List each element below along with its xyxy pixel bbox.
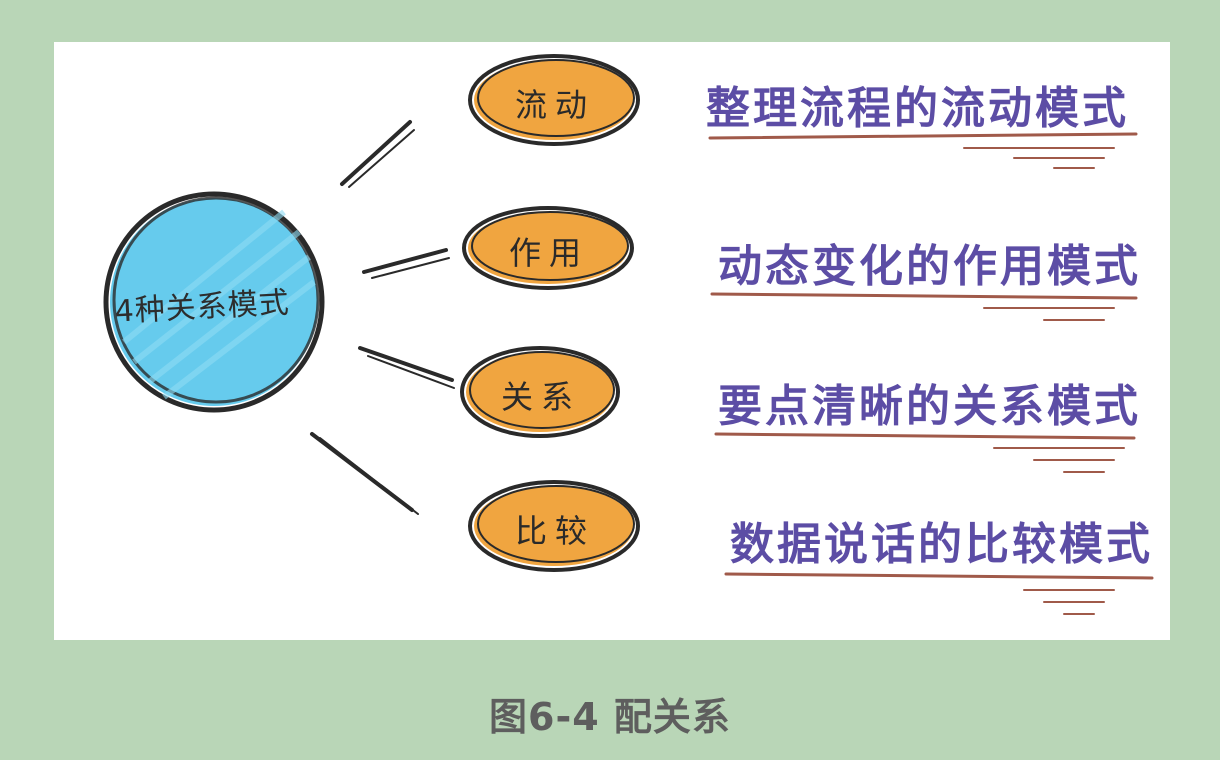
figure-caption: 图6-4 配关系 [489,695,731,739]
description-action: 动态变化的作用模式 [718,241,1141,292]
pill-compare [468,480,640,572]
pill-action [462,206,634,290]
mind-map-illustration: 4种关系模式 流动 作用 关系 比较 整理流程的流动模式 动态变化的作用模式 要… [54,42,1170,640]
connectors [310,120,455,515]
description-underlines [708,132,1154,615]
description-flow: 整理流程的流动模式 [706,83,1129,134]
pill-label-relation: 关系 [500,378,581,416]
pill-flow [468,54,640,146]
pill-label-action: 作用 [508,234,589,272]
center-node-label: 4种关系模式 [113,285,291,330]
mind-map-drawing [103,54,1154,615]
description-compare: 数据说话的比较模式 [730,519,1153,570]
description-relation: 要点清晰的关系模式 [718,381,1141,432]
pill-relation [460,346,620,438]
pill-label-flow: 流动 [514,86,595,124]
center-node [103,191,325,413]
pill-label-compare: 比较 [514,512,595,550]
